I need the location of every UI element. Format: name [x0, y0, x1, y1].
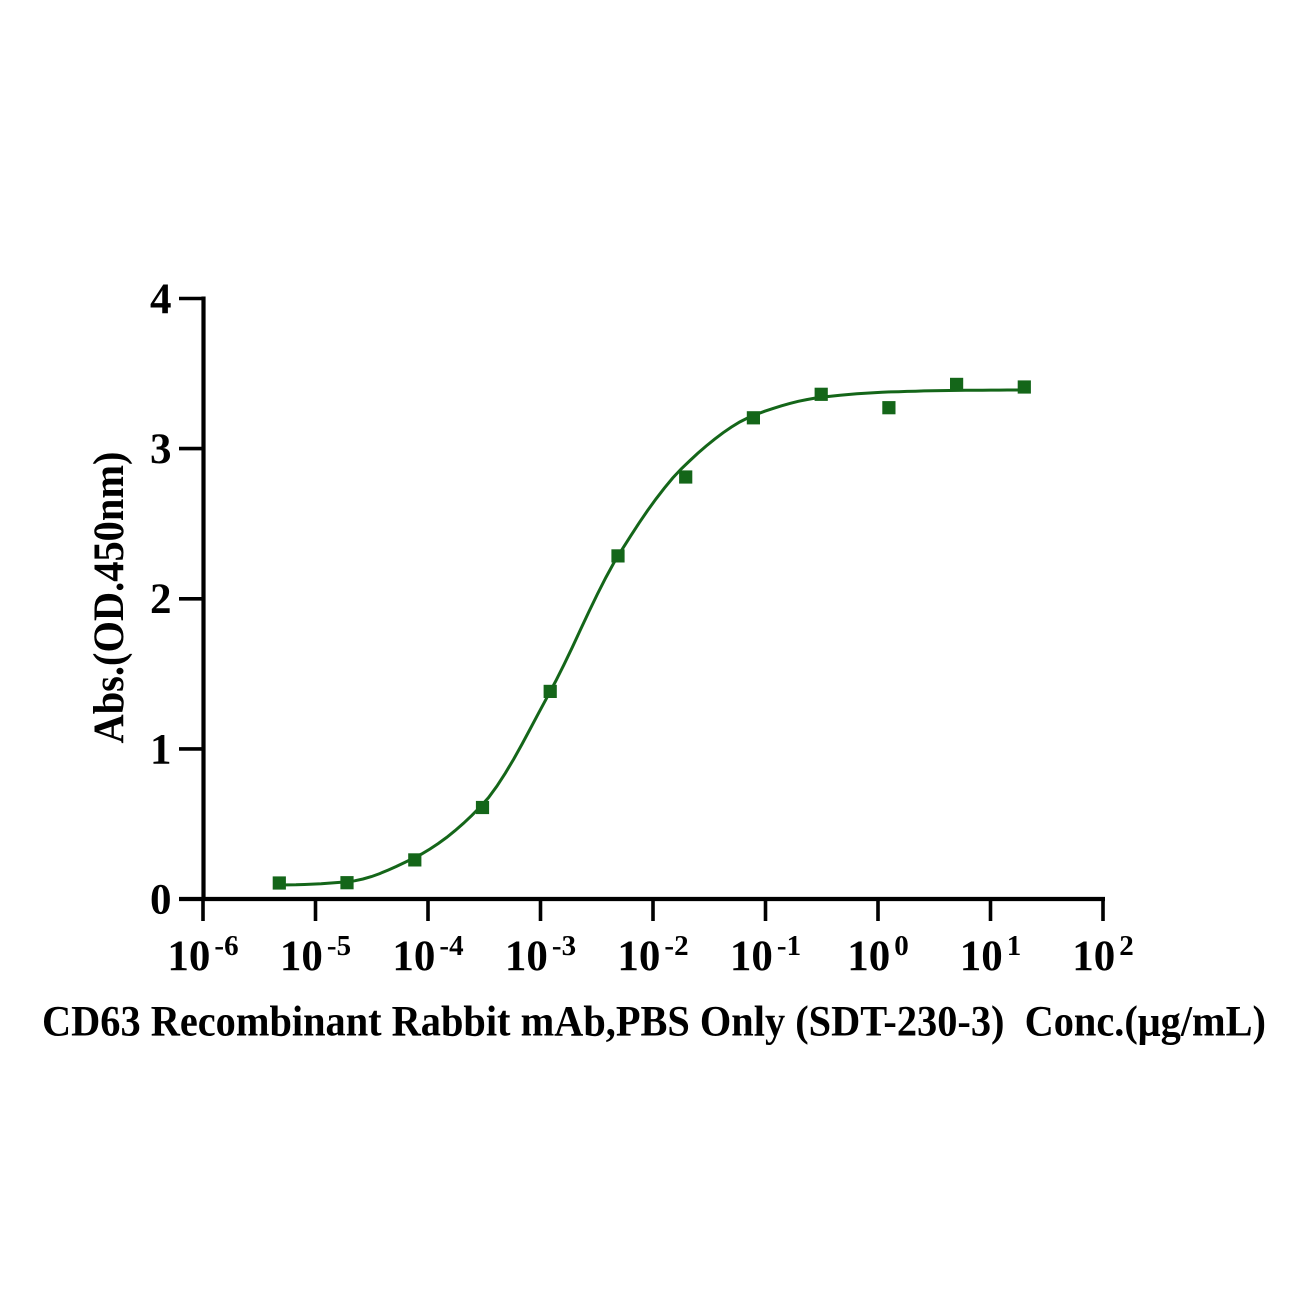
svg-text:101: 10 1	[960, 930, 1022, 980]
svg-text:CD63 Recombinant Rabbit mAb,PB: CD63 Recombinant Rabbit mAb,PBS Only (SD…	[42, 998, 1266, 1045]
svg-text:1: 1	[150, 726, 172, 773]
svg-text:4: 4	[150, 276, 172, 323]
svg-text:10-4: 10 -4	[392, 930, 463, 980]
svg-text:10-1: 10 -1	[730, 930, 801, 980]
svg-text:10-3: 10 -3	[505, 930, 576, 980]
svg-text:Abs.(OD.450nm): Abs.(OD.450nm)	[86, 452, 133, 744]
svg-text:102: 10 2	[1072, 930, 1134, 980]
svg-text:10-6: 10 -6	[167, 930, 238, 980]
svg-text:2: 2	[150, 576, 172, 623]
svg-text:10-2: 10 -2	[617, 930, 688, 980]
svg-text:3: 3	[150, 426, 172, 473]
svg-text:10-5: 10 -5	[280, 930, 351, 980]
svg-text:100: 10 0	[847, 930, 909, 980]
svg-text:0: 0	[150, 876, 172, 923]
